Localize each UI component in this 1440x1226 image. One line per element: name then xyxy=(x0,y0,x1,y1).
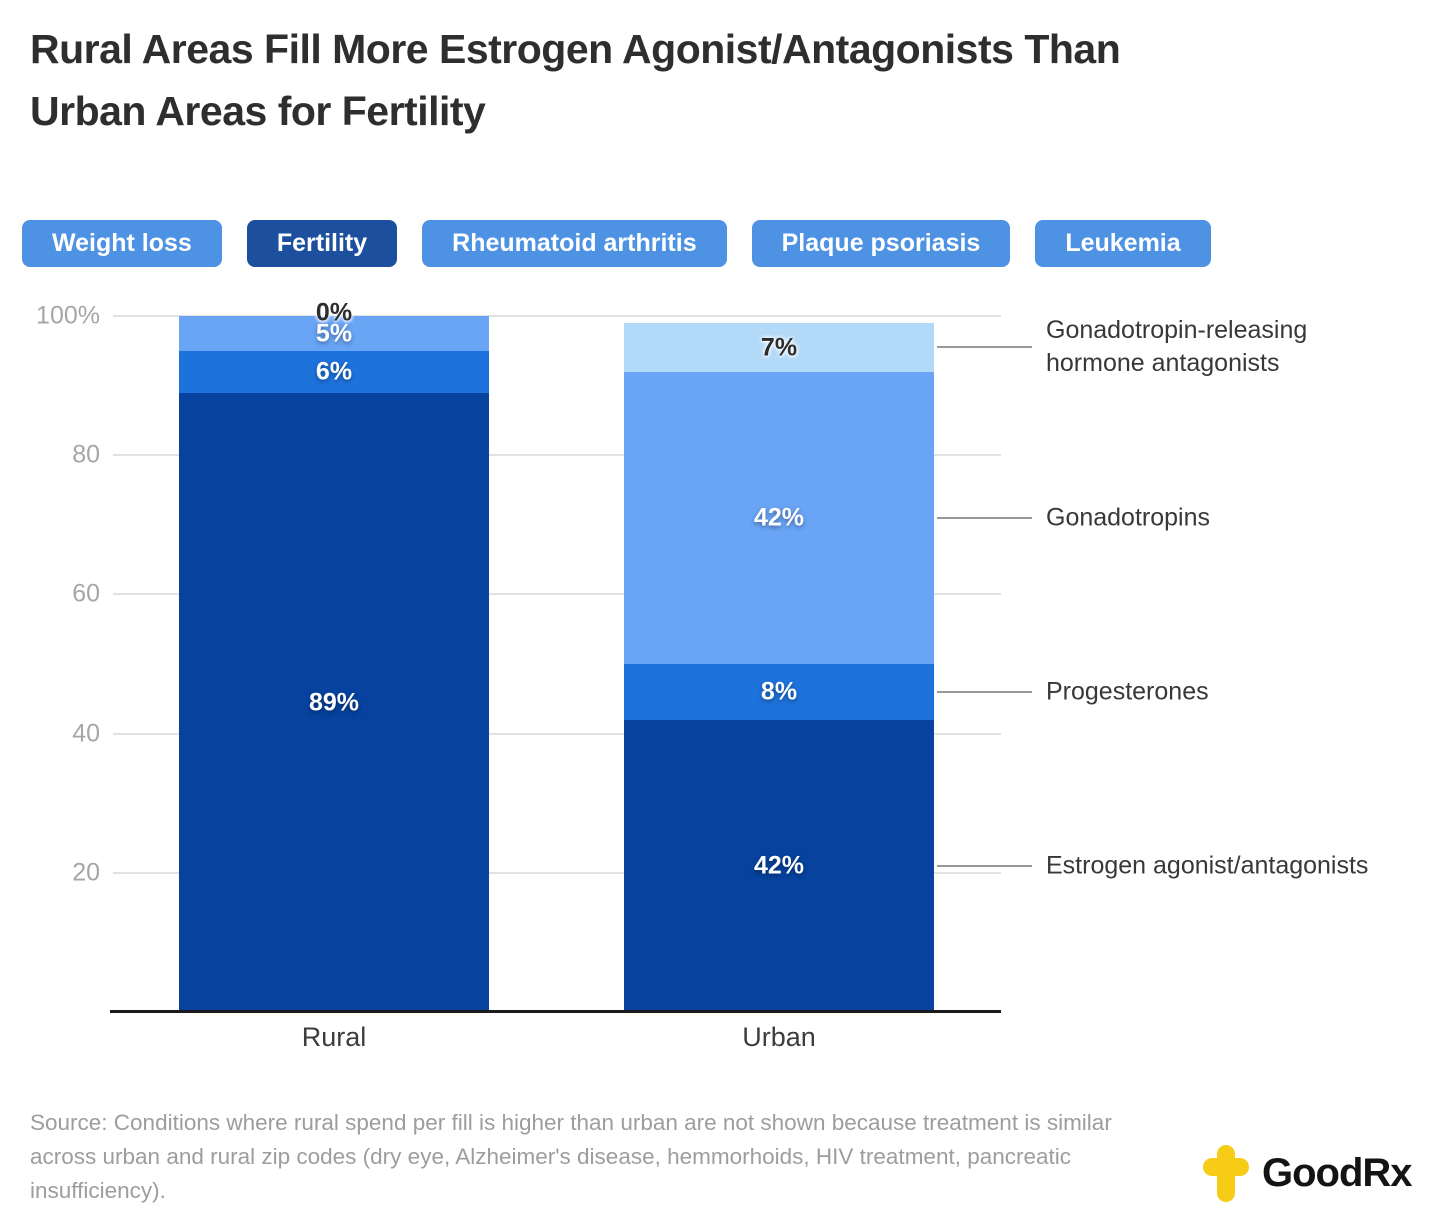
leader-line-gonadotropins xyxy=(937,516,1032,519)
cross-horizontal-bar xyxy=(1203,1158,1249,1176)
tab-plaque-psoriasis[interactable]: Plaque psoriasis xyxy=(751,220,1011,267)
y-tick-label-100: 100% xyxy=(36,301,100,330)
tab-leukemia[interactable]: Leukemia xyxy=(1035,220,1211,267)
goodrx-logo-text: GoodRx xyxy=(1262,1151,1413,1195)
bar-segment-progesterones-rural xyxy=(179,351,489,393)
page-title: Rural Areas Fill More Estrogen Agonist/A… xyxy=(30,18,1430,142)
y-tick-label-80: 80 xyxy=(72,440,100,469)
segment-value-label-rural-estrogen-agonist-antagonists: 89% xyxy=(308,688,360,716)
goodrx-logo: GoodRx xyxy=(1203,1145,1413,1202)
x-axis-line xyxy=(110,1010,1001,1013)
tab-fertility[interactable]: Fertility xyxy=(246,220,398,267)
bar-segment-progesterones-urban xyxy=(624,664,934,720)
gridline-40 xyxy=(113,732,1001,735)
series-label-gonadotropin-releasing-hormone-antagonists: Gonadotropin-releasing hormone antagonis… xyxy=(1046,316,1308,378)
x-category-label-rural: Rural xyxy=(301,1022,367,1052)
gridline-100 xyxy=(113,315,1001,317)
segment-value-label-urban-gonadotropin-releasing-hormone-antagonists: 7% xyxy=(760,333,798,361)
segment-value-label-urban-progesterones: 8% xyxy=(760,677,798,706)
gridline-60 xyxy=(113,593,1001,596)
goodrx-cross-icon xyxy=(1203,1145,1249,1202)
series-label-gonadotropins: Gonadotropins xyxy=(1046,503,1211,532)
bar-segment-estrogen-agonist-antagonists-rural xyxy=(179,393,489,1012)
bar-segment-estrogen-agonist-antagonists-urban xyxy=(624,720,934,1012)
segment-value-label-rural-progesterones: 6% xyxy=(315,357,353,386)
leader-line-gonadotropin-releasing-hormone-antagonists xyxy=(937,346,1032,349)
segment-value-label-urban-gonadotropins: 42% xyxy=(753,503,805,532)
leader-line-estrogen-agonist-antagonists xyxy=(937,864,1032,867)
segment-value-label-urban-estrogen-agonist-antagonists: 42% xyxy=(753,851,805,880)
x-category-label-urban: Urban xyxy=(742,1022,816,1052)
leader-line-progesterones xyxy=(937,690,1032,693)
bar-segment-gonadotropins-urban xyxy=(624,372,934,664)
y-tick-label-20: 20 xyxy=(72,858,100,887)
title-line-2: Urban Areas for Fertility xyxy=(30,88,486,134)
segment-value-label-rural-gonadotropin-releasing-hormone-antagonists: 0% xyxy=(315,298,353,327)
bar-segment-gonadotropin-releasing-hormone-antagonists-urban xyxy=(624,323,934,372)
source-note: Source: Conditions where rural spend per… xyxy=(30,1110,1112,1203)
bar-segment-gonadotropins-rural xyxy=(179,316,489,351)
gridline-20 xyxy=(113,871,1001,874)
series-label-progesterones: Progesterones xyxy=(1046,677,1209,706)
gridline-80 xyxy=(113,454,1001,457)
title-line-1: Rural Areas Fill More Estrogen Agonist/A… xyxy=(30,26,1121,72)
segment-value-label-rural-gonadotropins: 5% xyxy=(315,319,353,347)
y-tick-label-60: 60 xyxy=(72,579,100,608)
tab-rheumatoid-arthritis[interactable]: Rheumatoid arthritis xyxy=(422,220,727,267)
series-label-estrogen-agonist-antagonists: Estrogen agonist/antagonists xyxy=(1046,851,1369,880)
condition-tabs: Weight loss Fertility Rheumatoid arthritis… xyxy=(22,220,1211,267)
y-tick-label-40: 40 xyxy=(72,719,100,748)
tab-weight-loss[interactable]: Weight loss xyxy=(22,220,222,267)
